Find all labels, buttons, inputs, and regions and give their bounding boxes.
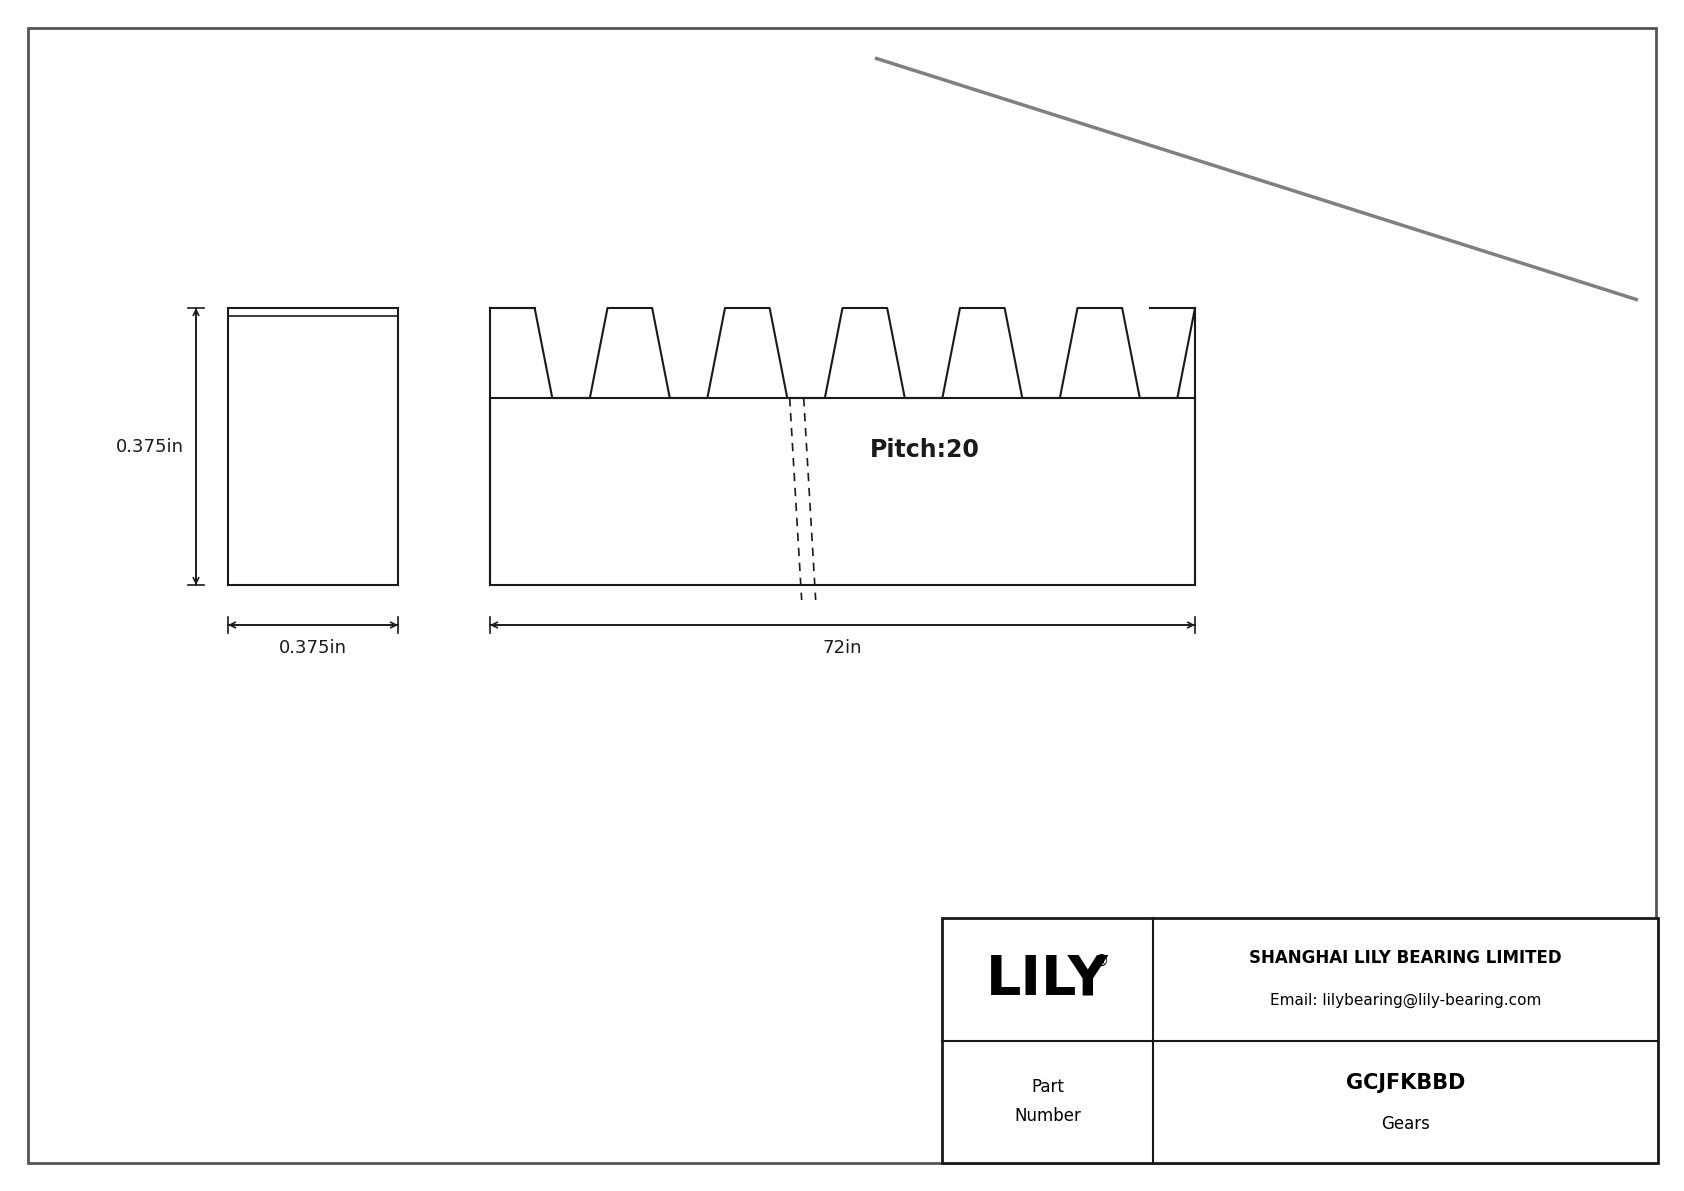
Bar: [941, 918, 1659, 1162]
Bar: [490, 398, 1196, 585]
Text: Part
Number: Part Number: [1014, 1078, 1081, 1125]
Text: 0.375in: 0.375in: [280, 640, 347, 657]
Text: Gears: Gears: [1381, 1115, 1430, 1133]
Bar: [227, 308, 397, 585]
Bar: [941, 918, 1659, 1162]
Text: SHANGHAI LILY BEARING LIMITED: SHANGHAI LILY BEARING LIMITED: [1250, 949, 1563, 967]
Text: Pitch:20: Pitch:20: [871, 438, 980, 462]
Text: 0.375in: 0.375in: [116, 437, 184, 455]
Text: 72in: 72in: [823, 640, 862, 657]
Text: GCJFKBBD: GCJFKBBD: [1346, 1073, 1465, 1093]
Text: ®: ®: [1095, 954, 1110, 968]
Text: Email: lilybearing@lily-bearing.com: Email: lilybearing@lily-bearing.com: [1270, 992, 1541, 1008]
Text: LILY: LILY: [987, 953, 1110, 1006]
